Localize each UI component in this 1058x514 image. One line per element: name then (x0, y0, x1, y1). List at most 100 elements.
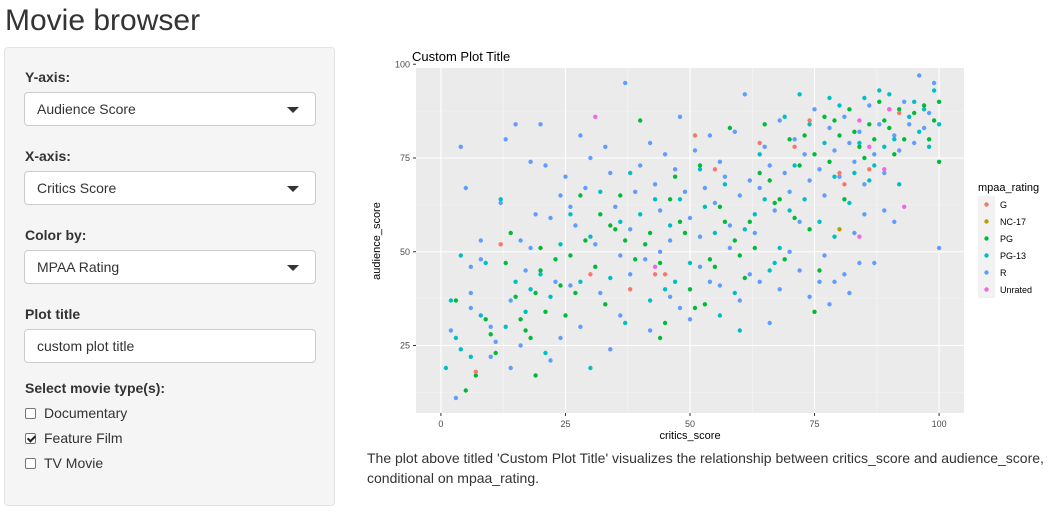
data-point (872, 163, 877, 168)
data-point (717, 283, 723, 288)
data-points (443, 73, 942, 401)
data-point (782, 114, 787, 120)
data-point (533, 373, 538, 378)
data-point (518, 317, 523, 322)
data-point (677, 219, 683, 224)
documentary-checkbox[interactable] (25, 407, 36, 419)
data-point (797, 219, 802, 224)
data-point (907, 114, 912, 120)
data-point (777, 287, 782, 292)
data-point (578, 193, 583, 198)
data-point (902, 99, 907, 104)
data-point (667, 197, 673, 202)
data-point (837, 133, 842, 138)
data-point (842, 272, 847, 277)
x-axis-select[interactable]: Critics Score (24, 171, 316, 205)
data-point (802, 152, 807, 157)
data-point (792, 137, 797, 142)
feature-film-checkbox[interactable] (25, 432, 36, 444)
data-point (807, 294, 812, 299)
data-point (767, 178, 772, 183)
data-point (657, 208, 663, 213)
data-point (812, 152, 817, 157)
tv-movie-checkbox[interactable] (25, 457, 36, 469)
data-point (936, 245, 942, 251)
data-point (633, 257, 638, 262)
data-point (762, 144, 767, 149)
data-point (902, 204, 907, 209)
data-point (458, 144, 463, 149)
data-point (647, 298, 653, 303)
data-point (882, 118, 887, 123)
data-point (931, 88, 937, 93)
data-point (712, 200, 718, 206)
data-point (513, 294, 518, 299)
data-point (936, 122, 942, 127)
legend-title: mpaa_rating (978, 182, 1039, 194)
data-point (926, 110, 932, 116)
data-point (563, 174, 568, 179)
data-point (697, 234, 703, 239)
movie-type-option-tv-movie[interactable]: TV Movie (25, 454, 103, 472)
x-tick-label: 100 (932, 419, 947, 429)
data-point (931, 118, 937, 123)
data-point (747, 178, 752, 183)
data-point (692, 305, 698, 311)
data-point (777, 245, 782, 251)
data-point (797, 163, 802, 168)
data-point (862, 182, 867, 187)
data-point (867, 122, 872, 127)
data-point (707, 133, 713, 138)
data-point (518, 238, 523, 243)
plot-title-input-value: custom plot title (37, 338, 135, 354)
data-point (498, 200, 503, 206)
data-point (926, 137, 932, 142)
movie-type-option-documentary[interactable]: Documentary (25, 404, 127, 422)
data-point (468, 354, 473, 359)
data-point (862, 95, 867, 101)
data-point (892, 219, 897, 224)
data-point (867, 167, 872, 172)
data-point (782, 257, 787, 262)
y-axis-select[interactable]: Audience Score (24, 92, 316, 126)
legend-label: PG (1000, 234, 1013, 244)
data-point (687, 260, 693, 266)
data-point (727, 223, 733, 228)
data-point (822, 193, 827, 198)
data-point (787, 249, 792, 254)
data-point (792, 144, 797, 149)
x-tick-label: 75 (810, 419, 820, 429)
data-point (687, 215, 693, 221)
plot-title-input[interactable]: custom plot title (24, 329, 316, 363)
data-point (608, 170, 613, 176)
data-point (837, 103, 842, 108)
data-point (936, 159, 942, 164)
data-point (488, 332, 493, 337)
data-point (717, 159, 723, 164)
data-point (702, 204, 708, 209)
data-point (533, 212, 538, 217)
data-point (707, 279, 713, 284)
data-point (652, 264, 658, 269)
data-point (737, 193, 742, 198)
data-point (702, 302, 708, 307)
data-point (867, 103, 872, 108)
data-point (593, 264, 598, 269)
data-point (882, 167, 887, 172)
data-point (807, 118, 812, 123)
y-tick-label: 100 (395, 59, 410, 69)
legend-label: R (1000, 268, 1007, 278)
data-point (548, 294, 553, 299)
data-point (757, 279, 762, 284)
movie-type-option-feature-film[interactable]: Feature Film (25, 429, 123, 447)
data-point (488, 354, 493, 359)
data-point (842, 182, 847, 187)
data-point (817, 167, 822, 172)
data-point (598, 212, 603, 217)
data-point (513, 122, 518, 127)
data-point (573, 223, 578, 228)
color-by-select[interactable]: MPAA Rating (24, 250, 316, 284)
data-point (812, 107, 817, 112)
data-point (638, 212, 643, 217)
legend-key-dot (984, 253, 989, 258)
